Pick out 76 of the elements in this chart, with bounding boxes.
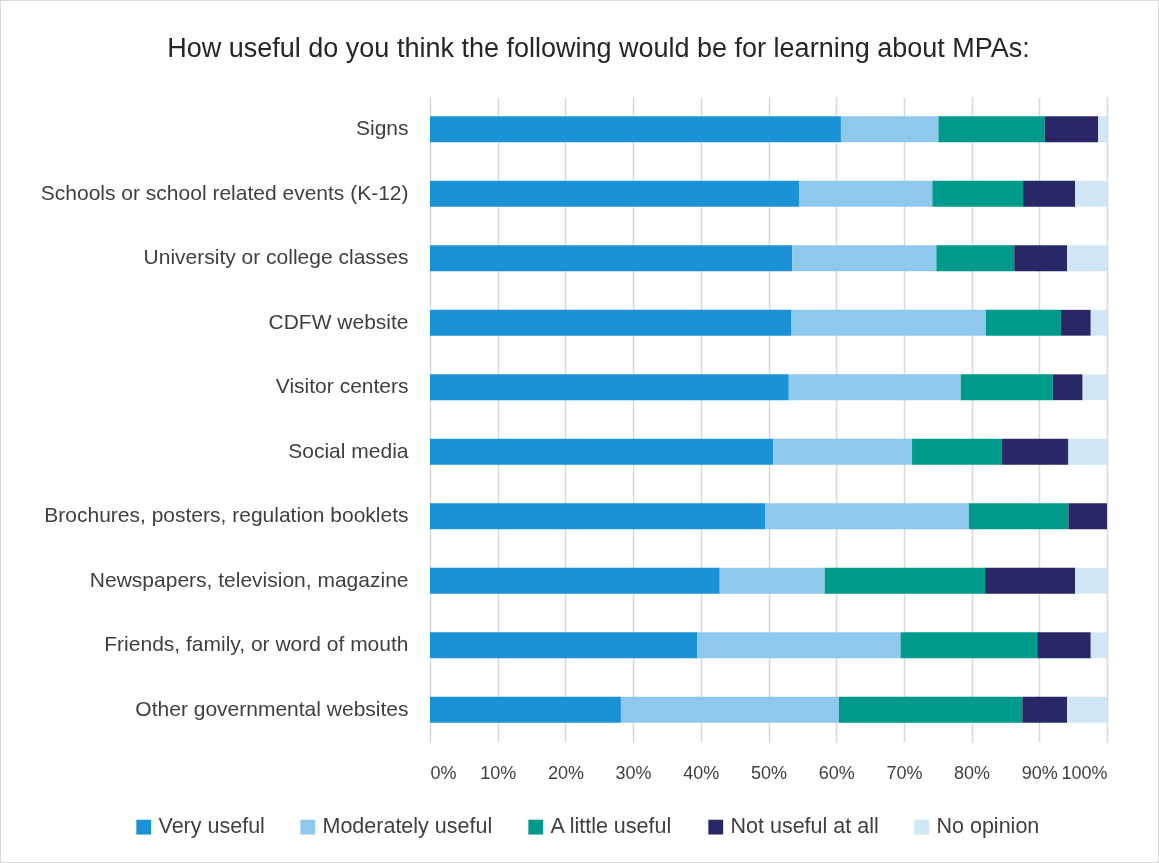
legend-label: Not useful at all (730, 814, 879, 839)
y-tick-label: Newspapers, television, magazine (89, 567, 409, 591)
bar (824, 567, 986, 594)
bar (697, 632, 901, 659)
bar (430, 503, 766, 530)
bar (1002, 438, 1069, 465)
bar (1068, 438, 1107, 465)
bar (1023, 180, 1076, 207)
bar (985, 309, 1061, 336)
legend-label: No opinion (936, 814, 1040, 839)
bar (430, 438, 774, 465)
bar (430, 632, 698, 659)
bar (1098, 116, 1107, 143)
x-tick-label: 0% (430, 762, 457, 783)
bar (1067, 696, 1107, 723)
x-tick-label: 30% (615, 762, 652, 783)
bar (798, 180, 933, 207)
bar (1014, 245, 1068, 272)
x-tick-label: 80% (954, 762, 991, 783)
x-tick-label: 20% (547, 762, 584, 783)
bar (1022, 696, 1068, 723)
y-tick-label: Social media (288, 438, 409, 462)
y-tick-label: Visitor centers (275, 374, 409, 398)
bar (1090, 309, 1107, 336)
bar (620, 696, 839, 723)
legend-label: Very useful (158, 814, 265, 839)
bar (765, 503, 969, 530)
bar (960, 374, 1053, 401)
bar (1060, 309, 1091, 336)
bar (1068, 503, 1107, 530)
bar (1075, 567, 1107, 594)
bar (985, 567, 1076, 594)
x-tick-label: 40% (683, 762, 720, 783)
bar (430, 116, 841, 143)
y-tick-label: Signs (355, 116, 409, 140)
bar (932, 180, 1024, 207)
bar (430, 309, 792, 336)
y-tick-label: Other governmental websites (135, 696, 409, 720)
bar (1067, 245, 1107, 272)
bar (938, 116, 1045, 143)
bar (791, 309, 986, 336)
bar (1052, 374, 1083, 401)
x-tick-label: 10% (480, 762, 517, 783)
y-tick-label: Brochures, posters, regulation booklets (44, 503, 409, 527)
bar (838, 696, 1023, 723)
y-tick-label: CDFW website (268, 309, 409, 333)
x-tick-label: 100% (1061, 762, 1108, 783)
y-tick-label: Friends, family, or word of mouth (104, 632, 409, 656)
x-tick-label: 90% (1021, 762, 1058, 783)
bar (773, 438, 913, 465)
bar (1082, 374, 1107, 401)
y-tick-label: Schools or school related events (K-12) (40, 180, 409, 204)
bar (788, 374, 961, 401)
x-tick-label: 60% (818, 762, 855, 783)
x-tick-label: 50% (750, 762, 788, 783)
bar (840, 116, 939, 143)
legend-label: A little useful (550, 814, 672, 839)
bar (430, 245, 793, 272)
bar (719, 567, 825, 594)
legend-label: Moderately useful (322, 814, 493, 839)
bar (430, 180, 799, 207)
bar (1044, 116, 1099, 143)
x-tick-label: 70% (886, 762, 923, 783)
bar (968, 503, 1069, 530)
bar (430, 374, 789, 401)
y-tick-label: University or college classes (143, 245, 409, 269)
chart-title: How useful do you think the following would be for learning about MPAs: (167, 33, 1030, 63)
bar (1090, 632, 1107, 659)
bar (912, 438, 1003, 465)
bar (936, 245, 1015, 272)
bar (1037, 632, 1091, 659)
bar (900, 632, 1038, 659)
bar (430, 696, 621, 723)
bar (430, 567, 720, 594)
bar (792, 245, 937, 272)
bar (1075, 180, 1107, 207)
